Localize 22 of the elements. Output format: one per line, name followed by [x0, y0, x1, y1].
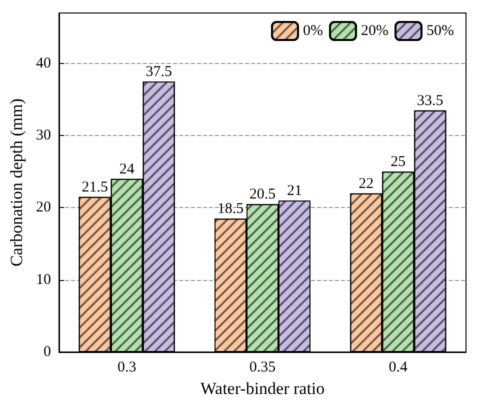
legend-label: 50%: [426, 23, 454, 39]
data-label: 22: [358, 176, 374, 192]
data-label: 21.5: [82, 179, 108, 196]
y-tick-label: 20: [36, 200, 51, 216]
x-tick-label: 0.35: [249, 360, 276, 376]
data-label: 33.5: [417, 92, 444, 109]
x-tick-label: 0.4: [388, 360, 408, 376]
data-label: 25: [390, 154, 406, 170]
x-tick-label: 0.3: [117, 360, 136, 376]
data-label: 18.5: [217, 201, 244, 218]
data-label: 21: [287, 183, 302, 200]
legend-label: 0%: [303, 23, 324, 39]
y-axis-title: Carbonation depth (mm): [7, 98, 26, 267]
legend-label: 20%: [361, 23, 389, 39]
data-label: 24: [119, 161, 135, 178]
x-axis-title: Water-binder ratio: [200, 379, 325, 398]
y-tick-label: 10: [36, 272, 51, 288]
y-tick-label: 30: [36, 128, 51, 144]
data-label: 20.5: [249, 186, 276, 203]
data-label: 37.5: [146, 64, 172, 80]
y-tick-label: 40: [36, 55, 51, 72]
y-tick-label: 0: [44, 344, 51, 360]
